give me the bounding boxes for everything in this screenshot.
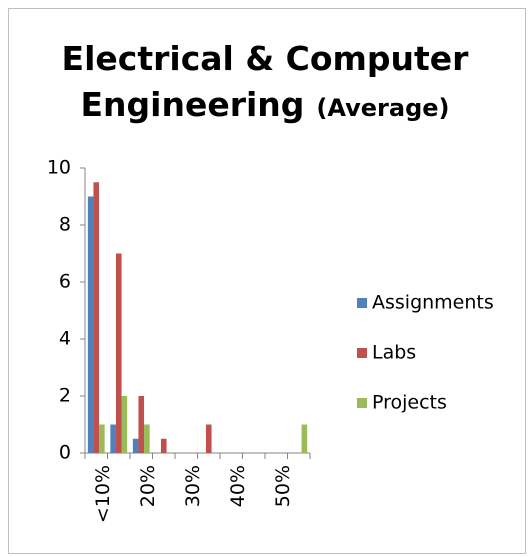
bar [93, 182, 100, 453]
bar [138, 396, 145, 453]
bar [132, 438, 139, 453]
legend-label: Projects [372, 392, 447, 414]
chart-title-block: Electrical & Computer Engineering (Averag… [40, 36, 490, 131]
x-tick-label: <10% [92, 465, 114, 523]
legend-swatch [357, 348, 367, 358]
bar [121, 396, 128, 453]
bar [110, 424, 116, 453]
bar [301, 424, 308, 453]
bar [144, 424, 150, 453]
bar [87, 196, 94, 453]
x-tick-label: 30% [182, 465, 204, 507]
x-tick-label: 40% [227, 465, 249, 507]
x-tick-label: 20% [137, 465, 159, 507]
y-tick-label: 8 [59, 214, 71, 236]
chart-title: Electrical & Computer Engineering [61, 39, 469, 124]
legend-label: Assignments [372, 292, 494, 314]
chart-subtitle: (Average) [316, 94, 450, 122]
y-tick-label: 10 [47, 157, 71, 179]
y-tick-label: 6 [59, 271, 71, 293]
bar [115, 253, 122, 453]
x-tick-label: 50% [272, 465, 294, 507]
legend-swatch [357, 298, 367, 308]
legend-label: Labs [372, 342, 416, 364]
bar [99, 424, 105, 453]
y-tick-label: 0 [59, 442, 71, 464]
y-tick-label: 2 [59, 385, 71, 407]
bar [160, 438, 167, 453]
legend-swatch [357, 398, 367, 408]
y-tick-label: 4 [59, 328, 71, 350]
bar [205, 424, 212, 453]
